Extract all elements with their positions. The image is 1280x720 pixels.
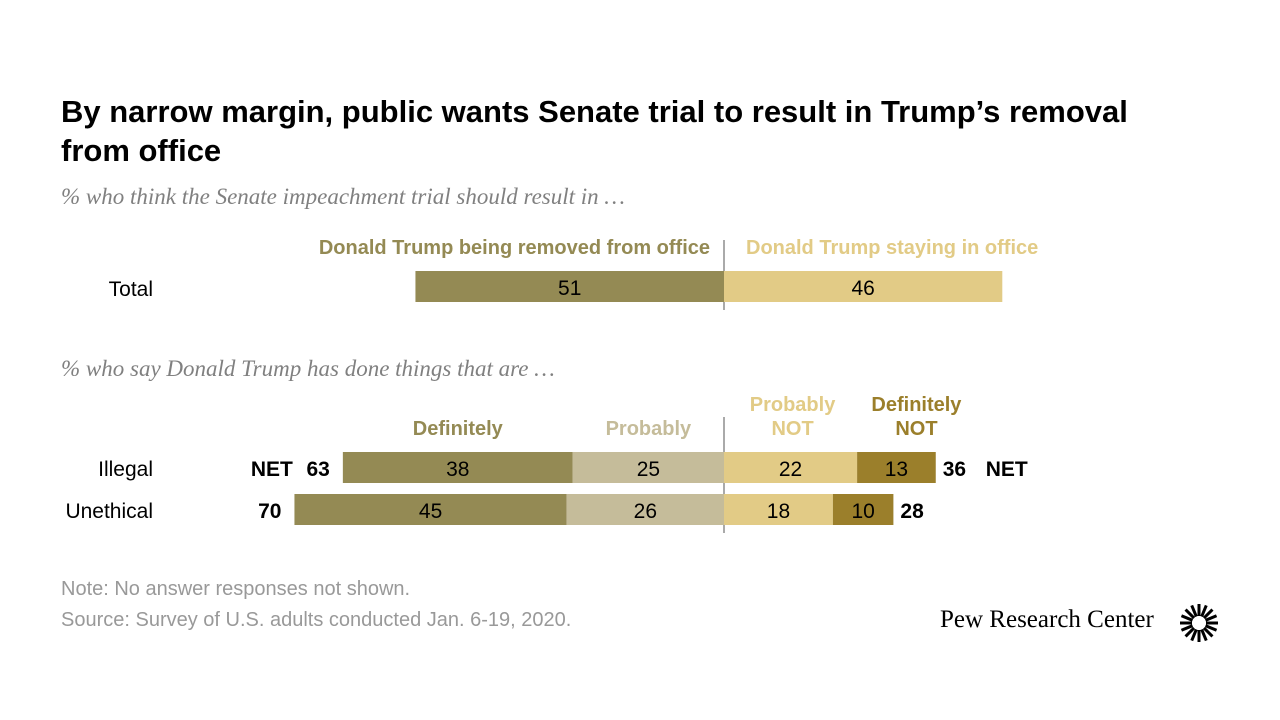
bar-label-probably-not-illegal: 22 bbox=[779, 458, 802, 481]
legend-probably-not-label-line1: Probably bbox=[750, 394, 836, 416]
chart-title: By narrow margin, public wants Senate tr… bbox=[61, 94, 1128, 168]
net-left-value-unethical: 70 bbox=[258, 500, 281, 523]
bar-label-definitely-not-unethical: 10 bbox=[851, 500, 874, 523]
legend-probably-not-label-line2: NOT bbox=[771, 418, 813, 440]
bar-label-definitely-illegal: 38 bbox=[446, 458, 469, 481]
legend-removed-label: Donald Trump being removed from office bbox=[319, 237, 710, 259]
bar-label-probably-not-unethical: 18 bbox=[767, 500, 790, 523]
brand-name: Pew Research Center bbox=[940, 606, 1154, 633]
legend-probably-label: Probably bbox=[606, 418, 692, 440]
pew-logo-icon bbox=[1180, 604, 1218, 642]
bar-label-probably-illegal: 25 bbox=[637, 458, 660, 481]
bar-staying-total bbox=[724, 271, 1003, 302]
category-label-illegal: Illegal bbox=[98, 458, 153, 481]
bar-label-staying-total: 46 bbox=[851, 277, 874, 300]
chart1-subtitle: % who think the Senate impeachment trial… bbox=[61, 184, 625, 209]
bar-probably-not-illegal bbox=[724, 452, 858, 483]
category-label-total: Total bbox=[109, 278, 153, 301]
bar-definitely-illegal bbox=[342, 452, 573, 483]
bar-probably-illegal bbox=[572, 452, 724, 483]
bar-label-removed-total: 51 bbox=[558, 277, 581, 300]
net-right-value-illegal: 36 bbox=[943, 458, 966, 481]
bar-definitely-not-unethical bbox=[832, 494, 894, 525]
note-text: Note: No answer responses not shown. bbox=[61, 578, 411, 600]
net-left-value-illegal: 63 bbox=[306, 458, 329, 481]
category-label-unethical: Unethical bbox=[65, 500, 153, 523]
source-text: Source: Survey of U.S. adults conducted … bbox=[61, 609, 572, 631]
legend-definitely-not-label-line2: NOT bbox=[895, 418, 937, 440]
bar-definitely-not-illegal bbox=[857, 452, 936, 483]
net-right-label: NET bbox=[986, 458, 1028, 481]
bar-label-definitely-unethical: 45 bbox=[419, 500, 442, 523]
bar-definitely-unethical bbox=[294, 494, 567, 525]
bar-label-definitely-not-illegal: 13 bbox=[885, 458, 908, 481]
chart2-subtitle: % who say Donald Trump has done things t… bbox=[61, 356, 555, 381]
legend-definitely-label: Definitely bbox=[413, 418, 504, 440]
bar-probably-not-unethical bbox=[724, 494, 833, 525]
bar-probably-unethical bbox=[566, 494, 724, 525]
bar-removed-total bbox=[415, 271, 724, 302]
legend-definitely-not-label-line1: Definitely bbox=[871, 394, 962, 416]
legend-staying-label: Donald Trump staying in office bbox=[746, 237, 1038, 259]
bar-label-probably-unethical: 26 bbox=[634, 500, 657, 523]
net-left-label: NET bbox=[251, 458, 293, 481]
net-right-value-unethical: 28 bbox=[900, 500, 924, 523]
